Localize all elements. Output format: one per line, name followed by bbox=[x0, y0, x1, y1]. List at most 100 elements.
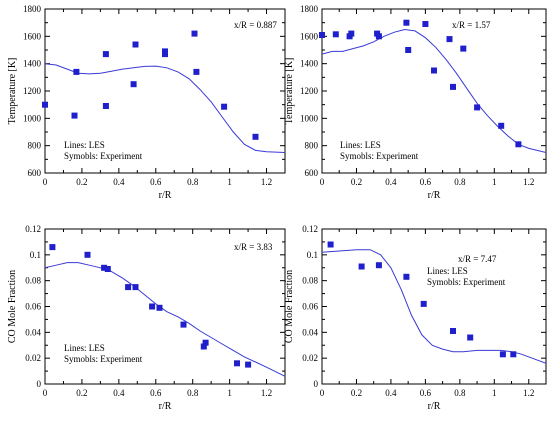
experiment-point bbox=[130, 81, 137, 88]
y-tick-label: 0.08 bbox=[302, 276, 318, 286]
experiment-point bbox=[49, 244, 56, 251]
experiment-point bbox=[162, 51, 168, 58]
y-tick-label: 1800 bbox=[300, 4, 319, 14]
y-axis-title: Temperature [K] bbox=[7, 58, 18, 125]
y-axis-title: Temperature [K] bbox=[284, 58, 295, 125]
y-tick-label: 800 bbox=[305, 141, 319, 151]
experiment-point bbox=[499, 351, 506, 358]
y-tick-label: 1200 bbox=[300, 86, 319, 96]
experiment-point bbox=[403, 273, 410, 280]
y-tick-label: 1000 bbox=[23, 113, 42, 123]
x-tick-label: 0.6 bbox=[420, 388, 432, 398]
x-tick-label: 0.6 bbox=[420, 177, 432, 187]
y-tick-label: 0.02 bbox=[302, 353, 318, 363]
x-tick-label: 0.2 bbox=[76, 177, 87, 187]
experiment-point bbox=[403, 19, 410, 26]
x-tick-label: 0.2 bbox=[351, 177, 362, 187]
experiment-point bbox=[422, 21, 429, 27]
experiment-point bbox=[474, 104, 481, 111]
experiment-point bbox=[460, 45, 467, 52]
x-tick-label: 0.6 bbox=[150, 177, 162, 187]
x-tick-label: 1 bbox=[227, 177, 232, 187]
experiment-point bbox=[450, 328, 456, 334]
x-tick-label: 0.8 bbox=[454, 388, 466, 398]
y-axis-title: CO Mole Fraction bbox=[284, 270, 295, 343]
les-line bbox=[45, 63, 285, 153]
x-tick-label: 0.2 bbox=[351, 388, 362, 398]
experiment-point bbox=[149, 303, 156, 310]
y-tick-label: 1000 bbox=[300, 113, 319, 123]
x-tick-label: 0 bbox=[320, 388, 325, 398]
x-tick-label: 0 bbox=[320, 177, 325, 187]
experiment-point bbox=[193, 68, 200, 75]
y-tick-label: 1600 bbox=[23, 31, 42, 41]
experiment-point bbox=[202, 339, 209, 346]
legend-lines: Lines: LES bbox=[64, 140, 105, 150]
y-tick-label: 0.12 bbox=[302, 224, 318, 234]
legend-lines: Lines: LES bbox=[64, 343, 105, 353]
y-tick-label: 0.04 bbox=[25, 327, 41, 337]
y-tick-label: 1400 bbox=[300, 59, 319, 69]
les-line bbox=[322, 28, 546, 153]
chart-panel: 0 0.2 0.4 0.6 0.8 1 1.2 0 0.02 0.04 0.06 0.08 0.1 0.1… bbox=[7, 224, 286, 412]
legend-symbols: Symobls: Experiment bbox=[340, 151, 419, 161]
experiment-point bbox=[358, 263, 365, 270]
station-annotation: x/R = 7.47 bbox=[458, 254, 497, 264]
legend-symbols: Symobls: Experiment bbox=[64, 151, 143, 161]
experiment-point bbox=[446, 36, 453, 43]
x-tick-label: 0 bbox=[43, 388, 48, 398]
y-tick-label: 0.08 bbox=[25, 276, 41, 286]
chart-panel: 0 0.2 0.4 0.6 0.8 1 1.2 0 0.02 0.04 0.06 0.08 0.1 0.1… bbox=[284, 224, 547, 412]
legend-symbols: Symobls: Experiment bbox=[64, 354, 143, 364]
x-tick-label: 0 bbox=[43, 177, 48, 187]
x-axis-title: r/R bbox=[159, 190, 172, 201]
experiment-point bbox=[132, 41, 139, 48]
legend-lines: Lines: LES bbox=[340, 140, 381, 150]
experiment-point bbox=[200, 343, 207, 350]
experiment-point bbox=[125, 284, 132, 291]
experiment-point bbox=[375, 262, 382, 269]
x-tick-label: 1 bbox=[227, 388, 232, 398]
experiment-point bbox=[467, 334, 474, 341]
x-axis-title: r/R bbox=[428, 190, 441, 201]
x-tick-label: 1.2 bbox=[523, 388, 534, 398]
x-axis-title: r/R bbox=[159, 401, 172, 412]
experiment-point bbox=[156, 304, 163, 311]
y-tick-label: 0.06 bbox=[25, 302, 41, 312]
experiment-point bbox=[180, 321, 187, 328]
x-tick-label: 1.2 bbox=[261, 388, 272, 398]
experiment-point bbox=[252, 133, 259, 140]
experiment-point bbox=[450, 83, 456, 90]
x-tick-label: 1.2 bbox=[261, 177, 272, 187]
y-tick-label: 600 bbox=[28, 168, 42, 178]
y-tick-label: 600 bbox=[305, 168, 319, 178]
experiment-point bbox=[431, 67, 437, 74]
chart-panel: 0 0.2 0.4 0.6 0.8 1 1.2 600 800 1000 1200 1400 1600 1… bbox=[7, 4, 286, 201]
x-tick-label: 0.8 bbox=[187, 388, 199, 398]
station-annotation: x/R = 1.57 bbox=[452, 20, 491, 30]
experiment-point bbox=[327, 241, 334, 248]
experiment-point bbox=[102, 103, 109, 109]
x-tick-label: 0.4 bbox=[385, 177, 397, 187]
x-tick-label: 1.2 bbox=[523, 177, 534, 187]
experiment-point bbox=[132, 284, 139, 291]
x-tick-label: 1 bbox=[492, 388, 497, 398]
station-annotation: x/R = 3.83 bbox=[234, 242, 273, 252]
y-tick-label: 0.06 bbox=[302, 302, 318, 312]
experiment-point bbox=[510, 351, 517, 358]
y-tick-label: 0 bbox=[314, 379, 319, 389]
y-tick-label: 0.04 bbox=[302, 327, 318, 337]
experiment-point bbox=[102, 51, 109, 58]
x-tick-label: 0.2 bbox=[76, 388, 87, 398]
x-tick-label: 0.6 bbox=[150, 388, 162, 398]
y-tick-label: 1400 bbox=[23, 59, 42, 69]
experiment-point bbox=[375, 33, 382, 40]
experiment-point bbox=[221, 103, 228, 110]
y-tick-label: 0.1 bbox=[307, 250, 318, 260]
y-axis-title: CO Mole Fraction bbox=[7, 270, 18, 343]
y-tick-label: 800 bbox=[28, 141, 42, 151]
legend-lines: Lines: LES bbox=[427, 266, 468, 276]
y-tick-label: 1600 bbox=[300, 31, 319, 41]
x-axis-title: r/R bbox=[428, 401, 441, 412]
